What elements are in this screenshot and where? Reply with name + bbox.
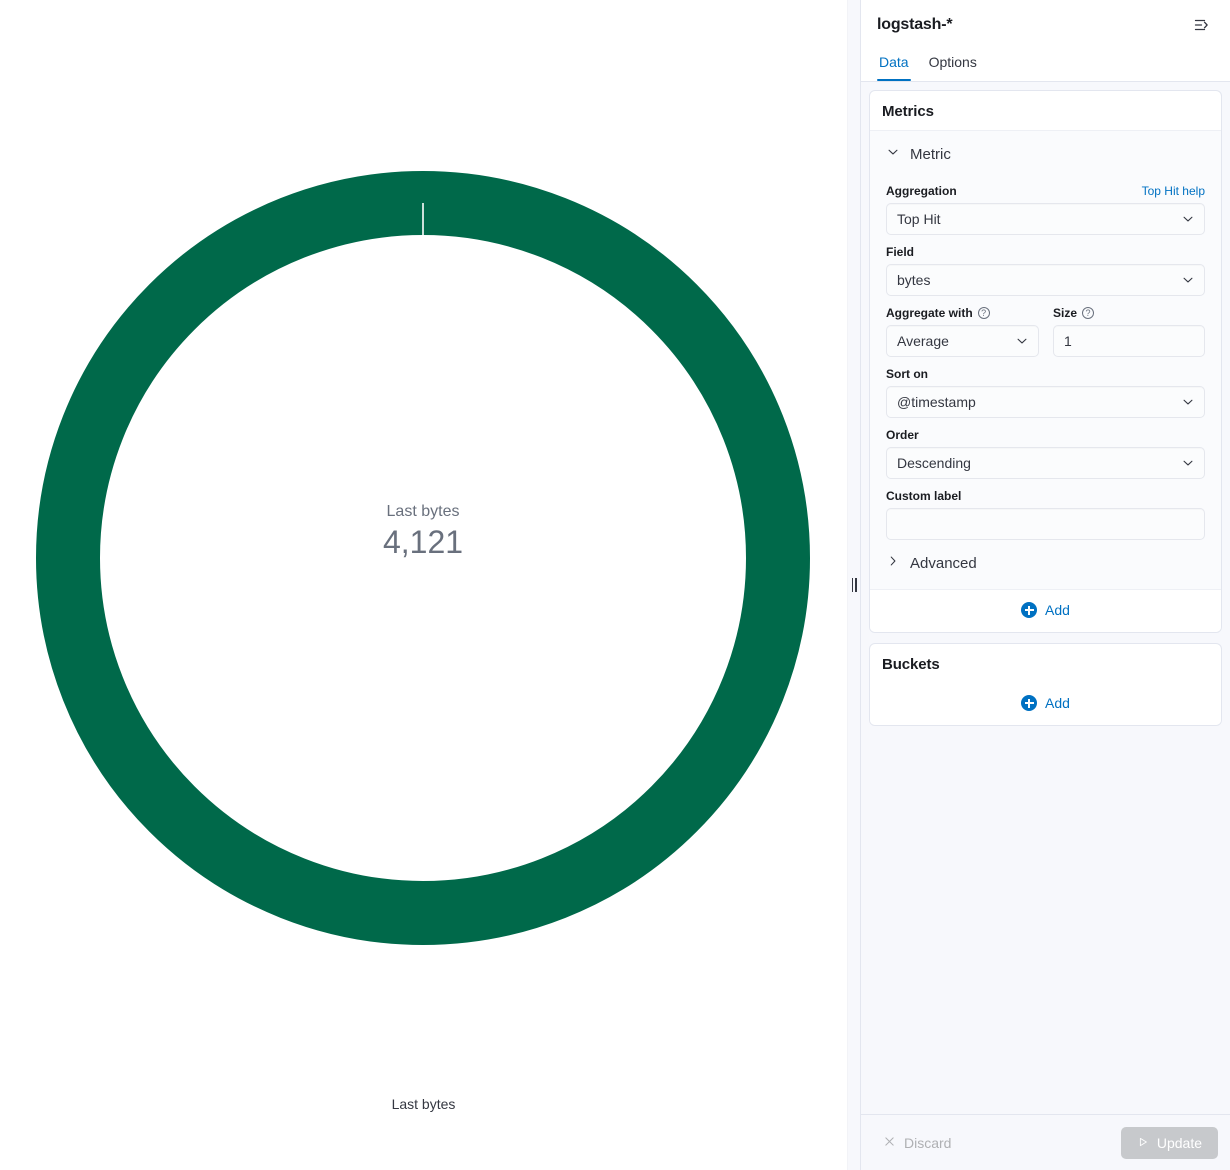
chevron-down-icon bbox=[1181, 456, 1195, 470]
editor-panel: logstash-* Data Options Metrics bbox=[861, 0, 1230, 1170]
buckets-panel-heading: Buckets bbox=[882, 656, 940, 673]
custom-label-label-row: Custom label bbox=[886, 489, 1205, 503]
aggregate-with-label-row: Aggregate with ? bbox=[886, 306, 1039, 320]
metric-accordion-header[interactable]: Metric bbox=[886, 139, 1205, 174]
field-select[interactable]: bytes bbox=[886, 264, 1205, 296]
custom-label-label: Custom label bbox=[886, 489, 962, 503]
sort-on-label: Sort on bbox=[886, 367, 928, 381]
chevron-right-icon bbox=[886, 554, 900, 573]
field-sort-on: Sort on @timestamp bbox=[886, 367, 1205, 418]
buckets-add-button[interactable]: Add bbox=[870, 683, 1221, 725]
panel-resize-handle[interactable] bbox=[847, 0, 861, 1170]
field-label-row: Field bbox=[886, 245, 1205, 259]
discard-label: Discard bbox=[904, 1134, 952, 1151]
field-size: Size ? 1 bbox=[1053, 306, 1205, 357]
advanced-accordion-label: Advanced bbox=[910, 555, 977, 572]
aggregate-size-row: Aggregate with ? Average bbox=[886, 306, 1205, 357]
editor-tabs: Data Options bbox=[877, 48, 1214, 81]
editor-body: Metrics Metric Aggregation bbox=[861, 82, 1230, 1114]
sort-on-label-row: Sort on bbox=[886, 367, 1205, 381]
size-label-text: Size bbox=[1053, 306, 1078, 320]
play-icon bbox=[1137, 1135, 1149, 1151]
order-label-row: Order bbox=[886, 428, 1205, 442]
plus-circle-icon bbox=[1021, 602, 1038, 618]
tab-options[interactable]: Options bbox=[928, 54, 977, 70]
size-value: 1 bbox=[1064, 333, 1072, 349]
order-value: Descending bbox=[897, 455, 971, 471]
field-order: Order Descending bbox=[886, 428, 1205, 479]
discard-button[interactable]: Discard bbox=[879, 1129, 955, 1157]
metrics-panel-heading: Metrics bbox=[882, 103, 934, 120]
sort-on-select[interactable]: @timestamp bbox=[886, 386, 1205, 418]
chart-legend[interactable]: Last bytes bbox=[0, 1096, 847, 1112]
plus-circle-icon bbox=[1021, 695, 1038, 711]
tab-data[interactable]: Data bbox=[877, 48, 911, 81]
field-aggregate-with: Aggregate with ? Average bbox=[886, 306, 1039, 357]
field-value: bytes bbox=[897, 272, 931, 288]
order-select[interactable]: Descending bbox=[886, 447, 1205, 479]
resize-grip-icon bbox=[851, 578, 857, 592]
chevron-down-icon bbox=[1181, 273, 1195, 287]
custom-label-input[interactable] bbox=[886, 508, 1205, 540]
index-pattern-title: logstash-* bbox=[877, 16, 953, 33]
aggregation-select[interactable]: Top Hit bbox=[886, 203, 1205, 235]
chart-legend-item-last-bytes[interactable]: Last bytes bbox=[391, 1096, 456, 1112]
menu-right-icon[interactable] bbox=[1190, 13, 1214, 37]
buckets-panel: Buckets Add bbox=[869, 643, 1222, 726]
buckets-add-label: Add bbox=[1045, 695, 1070, 711]
advanced-accordion-header[interactable]: Advanced bbox=[886, 540, 1205, 575]
question-circle-icon[interactable]: ? bbox=[1082, 307, 1095, 319]
aggregate-with-select[interactable]: Average bbox=[886, 325, 1039, 357]
editor-header: logstash-* Data Options bbox=[861, 0, 1230, 82]
update-button[interactable]: Update bbox=[1120, 1126, 1218, 1159]
top-hit-help-link[interactable]: Top Hit help bbox=[1141, 184, 1205, 198]
donut-chart[interactable]: Last bytes 4,121 bbox=[36, 171, 810, 945]
order-label: Order bbox=[886, 428, 919, 442]
field-field: Field bytes bbox=[886, 245, 1205, 296]
donut-chart-svg bbox=[36, 171, 810, 945]
aggregation-label: Aggregation bbox=[886, 184, 957, 198]
chevron-down-icon bbox=[1181, 395, 1195, 409]
metrics-panel: Metrics Metric Aggregation bbox=[869, 90, 1222, 633]
field-label: Field bbox=[886, 245, 915, 259]
cross-icon bbox=[883, 1135, 896, 1151]
field-custom-label: Custom label bbox=[886, 489, 1205, 540]
chevron-down-icon bbox=[1015, 334, 1029, 348]
question-circle-icon[interactable]: ? bbox=[977, 307, 990, 319]
metrics-add-button[interactable]: Add bbox=[870, 590, 1221, 632]
metric-accordion-label: Metric bbox=[910, 146, 951, 163]
aggregate-with-label-text: Aggregate with bbox=[886, 306, 973, 320]
size-label-row: Size ? bbox=[1053, 306, 1205, 320]
editor-title-row: logstash-* bbox=[877, 12, 1214, 38]
chevron-down-icon bbox=[1181, 212, 1195, 226]
donut-slice-last-bytes[interactable] bbox=[36, 171, 810, 945]
chart-pane: Last bytes 4,121 Last bytes bbox=[0, 171, 847, 1112]
editor-footer: Discard Update bbox=[861, 1114, 1230, 1170]
aggregation-value: Top Hit bbox=[897, 211, 941, 227]
size-label: Size ? bbox=[1053, 306, 1095, 320]
chevron-down-icon bbox=[886, 145, 900, 164]
size-input[interactable]: 1 bbox=[1053, 325, 1205, 357]
metrics-add-label: Add bbox=[1045, 602, 1070, 618]
field-aggregation: Aggregation Top Hit help Top Hit bbox=[886, 184, 1205, 235]
aggregate-with-label: Aggregate with ? bbox=[886, 306, 990, 320]
update-label: Update bbox=[1156, 1134, 1202, 1151]
metric-aggregation-group: Metric Aggregation Top Hit help Top Hit bbox=[870, 130, 1221, 590]
aggregate-with-value: Average bbox=[897, 333, 949, 349]
sort-on-value: @timestamp bbox=[897, 394, 976, 410]
aggregation-label-row: Aggregation Top Hit help bbox=[886, 184, 1205, 198]
